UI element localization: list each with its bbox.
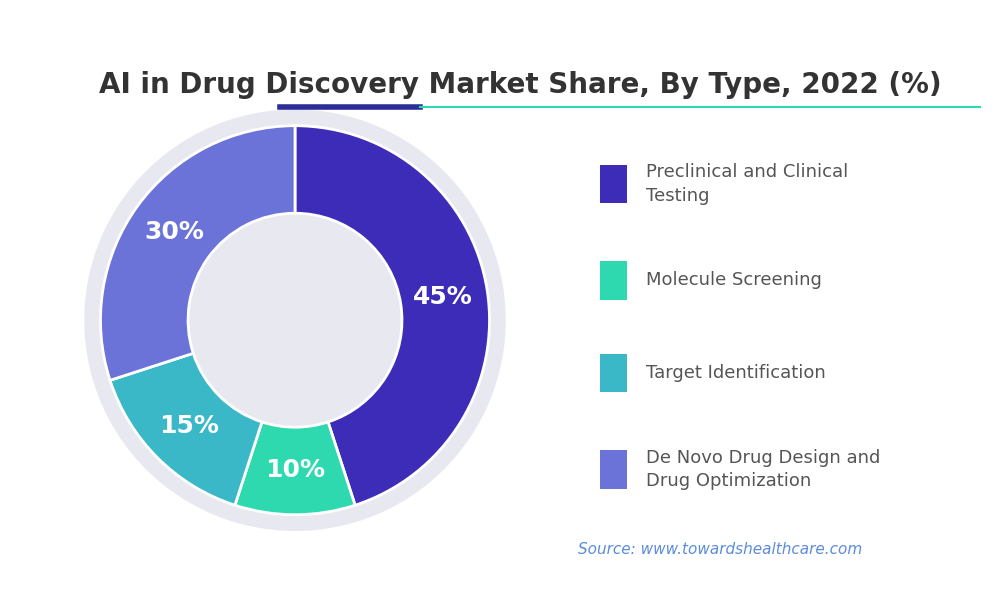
Wedge shape — [235, 422, 355, 515]
Wedge shape — [295, 126, 490, 505]
Text: Target Identification: Target Identification — [646, 364, 825, 382]
Text: 45%: 45% — [413, 285, 473, 309]
FancyBboxPatch shape — [600, 353, 627, 393]
Text: AI in Drug Discovery Market Share, By Type, 2022 (%): AI in Drug Discovery Market Share, By Ty… — [99, 71, 941, 99]
Text: 10%: 10% — [265, 458, 325, 482]
Text: Preclinical and Clinical
Testing: Preclinical and Clinical Testing — [646, 163, 848, 205]
Wedge shape — [110, 353, 262, 505]
Text: 15%: 15% — [159, 414, 219, 438]
FancyBboxPatch shape — [600, 450, 627, 489]
Text: Source: www.towardshealthcare.com: Source: www.towardshealthcare.com — [578, 543, 862, 557]
Circle shape — [85, 110, 505, 530]
Wedge shape — [100, 126, 295, 380]
FancyBboxPatch shape — [600, 165, 627, 203]
Text: 30%: 30% — [144, 220, 204, 244]
FancyBboxPatch shape — [600, 261, 627, 300]
Text: Molecule Screening: Molecule Screening — [646, 272, 821, 289]
Text: De Novo Drug Design and
Drug Optimization: De Novo Drug Design and Drug Optimizatio… — [646, 448, 880, 490]
